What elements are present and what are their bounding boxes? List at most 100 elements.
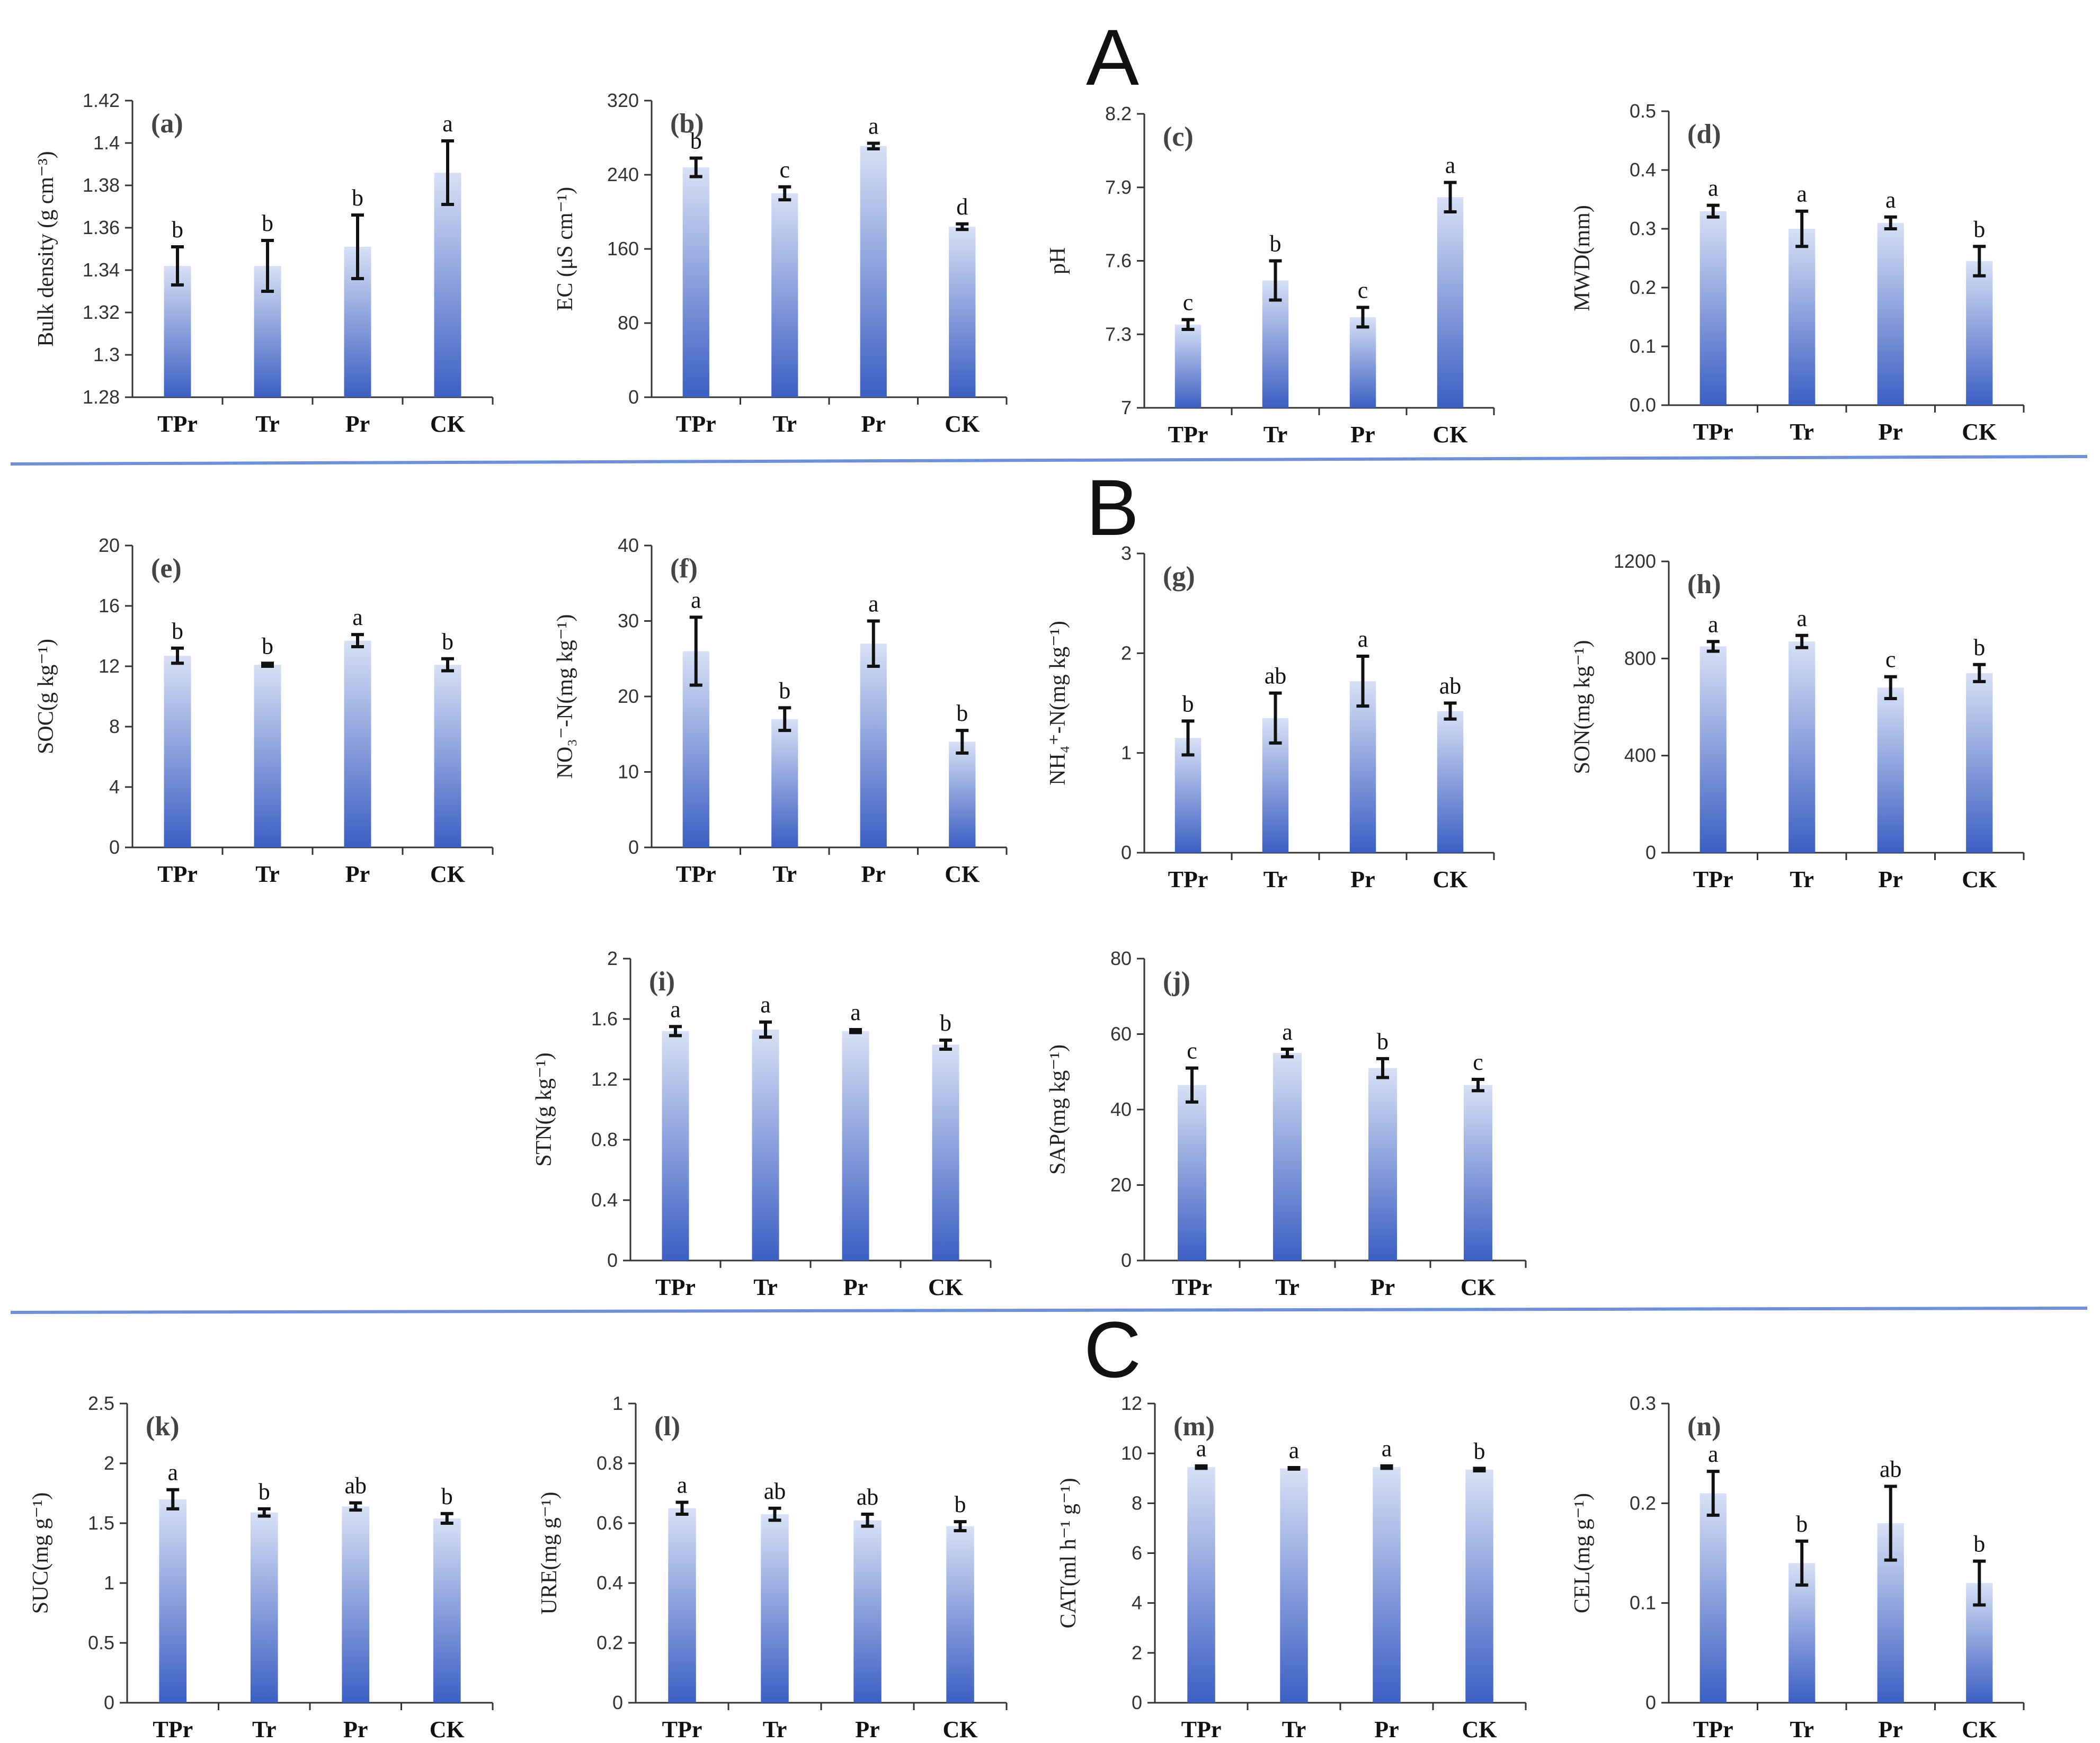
panel-label: (h) <box>1687 569 1721 600</box>
bar <box>842 1031 869 1261</box>
significance-letter: a <box>1885 187 1896 213</box>
y-tick-label: 1.34 <box>83 259 120 281</box>
x-tick-label: TPr <box>157 411 198 437</box>
bar <box>1349 681 1376 853</box>
y-tick-label: 0 <box>1121 1249 1132 1271</box>
bar <box>250 1512 278 1703</box>
panel-label: (e) <box>151 553 182 584</box>
y-tick-label: 0.5 <box>1630 100 1656 122</box>
x-tick-label: Tr <box>1275 1274 1300 1300</box>
significance-letter: a <box>442 111 453 137</box>
chart-panel: 0 80 160 240 320 EC (μS cm⁻¹) (b) TPr b Tr c Pr a CK d <box>553 90 1008 437</box>
x-tick-label: TPr <box>676 411 716 437</box>
x-tick-label: TPr <box>1181 1717 1222 1742</box>
bar <box>433 1518 461 1703</box>
x-tick-label: Pr <box>1879 1717 1903 1742</box>
bar <box>164 266 191 397</box>
y-tick-label: 12 <box>99 655 120 677</box>
y-tick-label: 240 <box>607 164 639 185</box>
x-tick-label: Tr <box>1790 419 1814 445</box>
y-tick-label: 10 <box>618 761 639 783</box>
y-tick-label: 0.0 <box>1630 394 1656 416</box>
y-tick-label: 0 <box>1645 842 1656 863</box>
chart-panel: 0 20 40 60 80 SAP(mg kg⁻¹) (j) TPr c Tr a Pr b CK c <box>1046 948 1527 1300</box>
significance-letter: b <box>172 217 183 243</box>
x-tick-label: Pr <box>345 861 370 887</box>
bar <box>1877 687 1904 853</box>
y-tick-label: 0.4 <box>1630 159 1656 181</box>
y-tick-label: 7.3 <box>1105 323 1132 345</box>
significance-letter: a <box>1708 1441 1719 1467</box>
significance-letter: ab <box>1265 663 1287 689</box>
y-tick-label: 0.6 <box>597 1512 623 1534</box>
y-tick-label: 0.2 <box>597 1632 623 1653</box>
x-tick-label: CK <box>1433 422 1468 448</box>
chart-panel: 0.0 0.1 0.2 0.3 0.4 0.5 MWD(mm) (d) TPr a Tr a Pr a CK… <box>1570 100 2025 445</box>
panel-label: (l) <box>654 1411 680 1442</box>
y-tick-label: 0 <box>1121 842 1132 863</box>
bar <box>164 656 191 847</box>
y-tick-label: 40 <box>618 534 639 556</box>
chart-panel: 0 2 4 6 8 10 12 CAT(ml h⁻¹ g⁻¹) (m) TPr a Tr a Pr a CK b <box>1056 1392 1527 1742</box>
panel-label: (n) <box>1687 1411 1721 1442</box>
chart-panel: 0 4 8 12 16 20 SOC(g kg⁻¹) (e) TPr b Tr b Pr a CK b <box>34 534 494 887</box>
significance-letter: a <box>850 999 861 1025</box>
y-tick-label: 20 <box>618 685 639 707</box>
y-tick-label: 10 <box>1121 1442 1142 1464</box>
y-axis-label: SAP(mg kg⁻¹) <box>1046 1044 1070 1175</box>
significance-letter: b <box>956 700 968 726</box>
x-tick-label: CK <box>1461 1274 1496 1300</box>
y-tick-label: 16 <box>99 595 120 616</box>
y-tick-label: 2 <box>607 948 618 969</box>
bar <box>860 146 887 397</box>
bar <box>1373 1467 1401 1703</box>
y-tick-label: 3 <box>1121 542 1132 564</box>
y-tick-label: 1.38 <box>83 174 120 196</box>
significance-letter: a <box>691 587 701 613</box>
y-axis-label: SOC(g kg⁻¹) <box>34 639 58 754</box>
y-tick-label: 2 <box>1132 1642 1142 1664</box>
bar <box>1349 317 1376 408</box>
y-tick-label: 0.5 <box>88 1632 114 1653</box>
significance-letter: a <box>167 1460 178 1486</box>
significance-letter: b <box>1973 1531 1985 1557</box>
y-axis-label: STN(g kg⁻¹) <box>532 1052 556 1167</box>
x-tick-label: Tr <box>255 411 280 437</box>
y-tick-label: 80 <box>618 312 639 334</box>
significance-letter: ab <box>1880 1456 1902 1482</box>
y-tick-label: 60 <box>1110 1023 1132 1045</box>
y-tick-label: 8.2 <box>1105 103 1132 124</box>
x-tick-label: TPr <box>1693 419 1733 445</box>
significance-letter: c <box>779 157 790 183</box>
bar <box>1788 229 1816 405</box>
y-tick-label: 1 <box>1121 742 1132 764</box>
bar <box>434 173 461 397</box>
bar <box>1273 1053 1302 1261</box>
x-tick-label: CK <box>430 411 465 437</box>
y-tick-label: 320 <box>607 90 639 111</box>
x-tick-label: Pr <box>343 1717 368 1742</box>
x-tick-label: Tr <box>1282 1717 1306 1742</box>
x-tick-label: TPr <box>153 1717 193 1742</box>
panel-label: (a) <box>151 109 183 139</box>
section-divider-bc <box>10 1307 2088 1314</box>
significance-letter: b <box>1182 691 1194 717</box>
significance-letter: c <box>1183 290 1194 316</box>
x-tick-label: TPr <box>1693 866 1733 892</box>
significance-letter: a <box>1796 605 1807 631</box>
y-tick-label: 1.4 <box>93 132 120 154</box>
y-axis-label: NH₄⁺-N(mg kg⁻¹) <box>1046 621 1070 785</box>
significance-letter: c <box>1885 647 1896 673</box>
significance-letter: c <box>1473 1049 1483 1075</box>
y-axis-label: SON(mg kg⁻¹) <box>1570 640 1595 774</box>
x-tick-label: CK <box>1962 866 1997 892</box>
y-tick-label: 20 <box>99 534 120 556</box>
bar <box>1465 1469 1493 1703</box>
y-tick-label: 2 <box>1121 642 1132 664</box>
significance-letter: a <box>760 992 771 1018</box>
y-tick-label: 0.3 <box>1630 1392 1656 1414</box>
bar <box>932 1044 959 1261</box>
y-tick-label: 1.32 <box>83 301 120 323</box>
x-tick-label: CK <box>945 861 980 887</box>
y-axis-label: NO₃⁻-N(mg kg⁻¹) <box>553 614 577 779</box>
